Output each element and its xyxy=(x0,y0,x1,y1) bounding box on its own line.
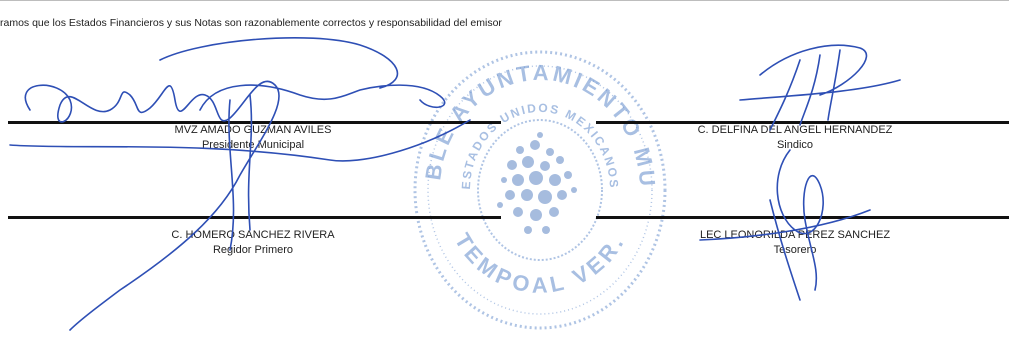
municipal-seal-stamp: HONORABLE AYUNTAMIENTO MUNICIPAL ESTADOS… xyxy=(400,40,667,330)
signatory-name: C. DELFINA DEL ANGEL HERNANDEZ xyxy=(697,124,893,136)
svg-text:TEMPOAL VER.: TEMPOAL VER. xyxy=(450,229,630,298)
signatory-role: Regidor Primero xyxy=(212,244,294,256)
signatory-role: Tesorero xyxy=(773,244,817,256)
signatory-name: MVZ AMADO GUZMAN AVILES xyxy=(174,124,332,136)
signatory-name: LEC LEONORILDA PEREZ SANCHEZ xyxy=(699,229,891,241)
declaration-text: ramos que los Estados Financieros y sus … xyxy=(0,17,502,29)
signature-line-3 xyxy=(8,216,501,219)
top-divider xyxy=(0,0,1009,1)
signatory-name: C. HOMERO SANCHEZ RIVERA xyxy=(171,229,335,241)
signature-4 xyxy=(699,149,871,301)
signature-2 xyxy=(739,44,901,131)
signatory-role: Presidente Municipal xyxy=(201,139,305,151)
signatory-role: Sindico xyxy=(776,139,814,151)
signature-line-4 xyxy=(596,216,1009,219)
